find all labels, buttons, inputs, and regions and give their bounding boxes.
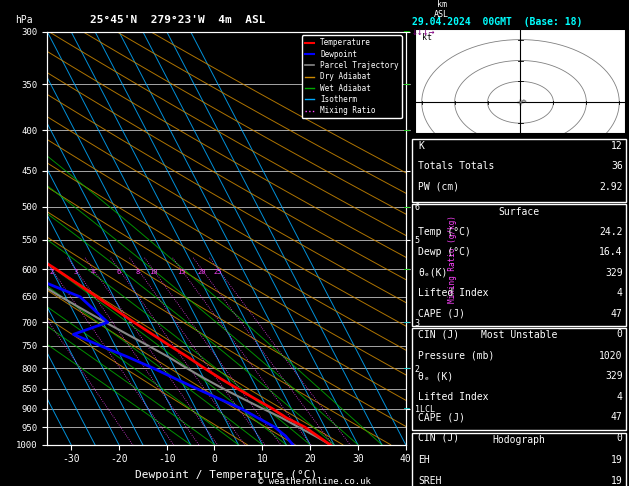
Text: 10: 10: [148, 269, 157, 276]
Text: Hodograph: Hodograph: [493, 435, 545, 445]
Text: CAPE (J): CAPE (J): [418, 309, 465, 319]
Text: 47: 47: [611, 309, 623, 319]
Text: 0: 0: [617, 329, 623, 339]
Text: θₑ (K): θₑ (K): [418, 371, 454, 382]
Text: Temp (°C): Temp (°C): [418, 227, 471, 237]
Text: —: —: [404, 363, 410, 373]
Text: 0: 0: [617, 433, 623, 443]
Text: 1020: 1020: [599, 351, 623, 361]
Text: Lifted Index: Lifted Index: [418, 288, 489, 298]
Text: 2.92: 2.92: [599, 182, 623, 192]
Text: 36: 36: [611, 161, 623, 172]
Text: 8: 8: [136, 269, 140, 276]
Text: —: —: [404, 125, 410, 135]
Text: 329: 329: [605, 371, 623, 382]
Text: —: —: [404, 403, 410, 414]
Text: km
ASL: km ASL: [434, 0, 449, 19]
Text: 15: 15: [177, 269, 186, 276]
Text: K: K: [418, 141, 424, 151]
Text: 47: 47: [611, 412, 623, 422]
Text: 19: 19: [611, 455, 623, 466]
Text: 329: 329: [605, 268, 623, 278]
Legend: Temperature, Dewpoint, Parcel Trajectory, Dry Adiabat, Wet Adiabat, Isotherm, Mi: Temperature, Dewpoint, Parcel Trajectory…: [302, 35, 402, 118]
Text: Surface: Surface: [498, 207, 540, 217]
Text: 20: 20: [198, 269, 206, 276]
Text: Lifted Index: Lifted Index: [418, 392, 489, 402]
Text: 25: 25: [214, 269, 223, 276]
Text: kt: kt: [421, 33, 431, 42]
Text: CIN (J): CIN (J): [418, 433, 459, 443]
Text: θₑ(K): θₑ(K): [418, 268, 448, 278]
Text: 4: 4: [91, 269, 96, 276]
Text: 16.4: 16.4: [599, 247, 623, 258]
Text: SREH: SREH: [418, 476, 442, 486]
Text: —: —: [404, 264, 410, 275]
Text: Dewp (°C): Dewp (°C): [418, 247, 471, 258]
Text: 4: 4: [617, 288, 623, 298]
Text: CIN (J): CIN (J): [418, 329, 459, 339]
Text: EH: EH: [418, 455, 430, 466]
Text: ↓↓↓→: ↓↓↓→: [412, 27, 435, 37]
Text: 6: 6: [117, 269, 121, 276]
Text: Pressure (mb): Pressure (mb): [418, 351, 494, 361]
Text: 4: 4: [617, 392, 623, 402]
Text: —: —: [404, 80, 410, 89]
Text: 12: 12: [611, 141, 623, 151]
Text: 25°45'N  279°23'W  4m  ASL: 25°45'N 279°23'W 4m ASL: [90, 16, 265, 25]
Text: —: —: [404, 202, 410, 212]
Text: CAPE (J): CAPE (J): [418, 412, 465, 422]
Text: 2: 2: [50, 269, 54, 276]
Text: hPa: hPa: [15, 16, 33, 25]
Text: 3: 3: [74, 269, 78, 276]
Text: 24.2: 24.2: [599, 227, 623, 237]
Text: 19: 19: [611, 476, 623, 486]
Text: —: —: [404, 27, 410, 36]
Text: PW (cm): PW (cm): [418, 182, 459, 192]
Text: —: —: [404, 317, 410, 327]
Text: 29.04.2024  00GMT  (Base: 18): 29.04.2024 00GMT (Base: 18): [412, 17, 582, 27]
Text: Mixing Ratio (g/kg): Mixing Ratio (g/kg): [448, 215, 457, 303]
Text: Most Unstable: Most Unstable: [481, 330, 557, 341]
X-axis label: Dewpoint / Temperature (°C): Dewpoint / Temperature (°C): [135, 470, 318, 480]
Text: © weatheronline.co.uk: © weatheronline.co.uk: [258, 477, 371, 486]
Text: Totals Totals: Totals Totals: [418, 161, 494, 172]
